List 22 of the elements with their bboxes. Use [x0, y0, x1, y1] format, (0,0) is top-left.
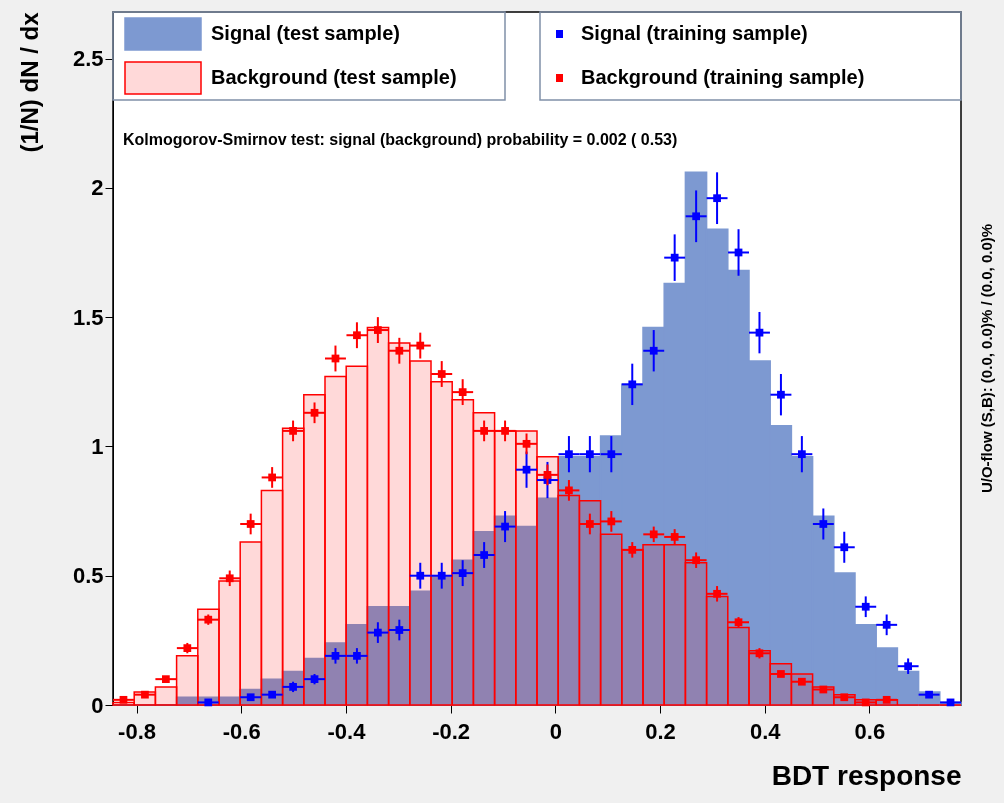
x-tick-label: -0.4: [327, 718, 367, 744]
legend-label: Signal (test sample): [211, 22, 400, 44]
legend-label: Signal (training sample): [581, 22, 808, 44]
x-tick-label: -0.2: [432, 718, 471, 744]
y-tick-label: 1: [91, 433, 104, 459]
y-tick-label: 2.5: [72, 46, 104, 72]
y-tick-label: 0: [91, 692, 104, 718]
x-tick-label: -0.8: [118, 718, 157, 744]
legend-label: Background (training sample): [581, 66, 865, 88]
y-tick-label: 2: [91, 175, 104, 201]
legend-label: Background (test sample): [211, 66, 457, 88]
x-tick-label: 0.2: [645, 718, 676, 744]
x-axis-title: BDT response: [771, 759, 962, 791]
y-axis-title: (1/N) dN / dx: [15, 11, 43, 153]
x-tick-label: 0: [549, 718, 562, 744]
x-tick-label: 0.4: [749, 718, 782, 744]
text: U/O-flow (S,B): (0.0, 0.0)% / (0.0, 0.0)%: [978, 223, 995, 494]
y-tick-label: 1.5: [72, 304, 104, 330]
y-tick-label: 0.5: [72, 563, 104, 589]
x-tick-label: -0.6: [222, 718, 261, 744]
x-tick-label: 0.6: [854, 718, 886, 744]
annotation: Kolmogorov-Smirnov test: signal (background) probability = 0.002 ( 0.53): [123, 131, 678, 148]
